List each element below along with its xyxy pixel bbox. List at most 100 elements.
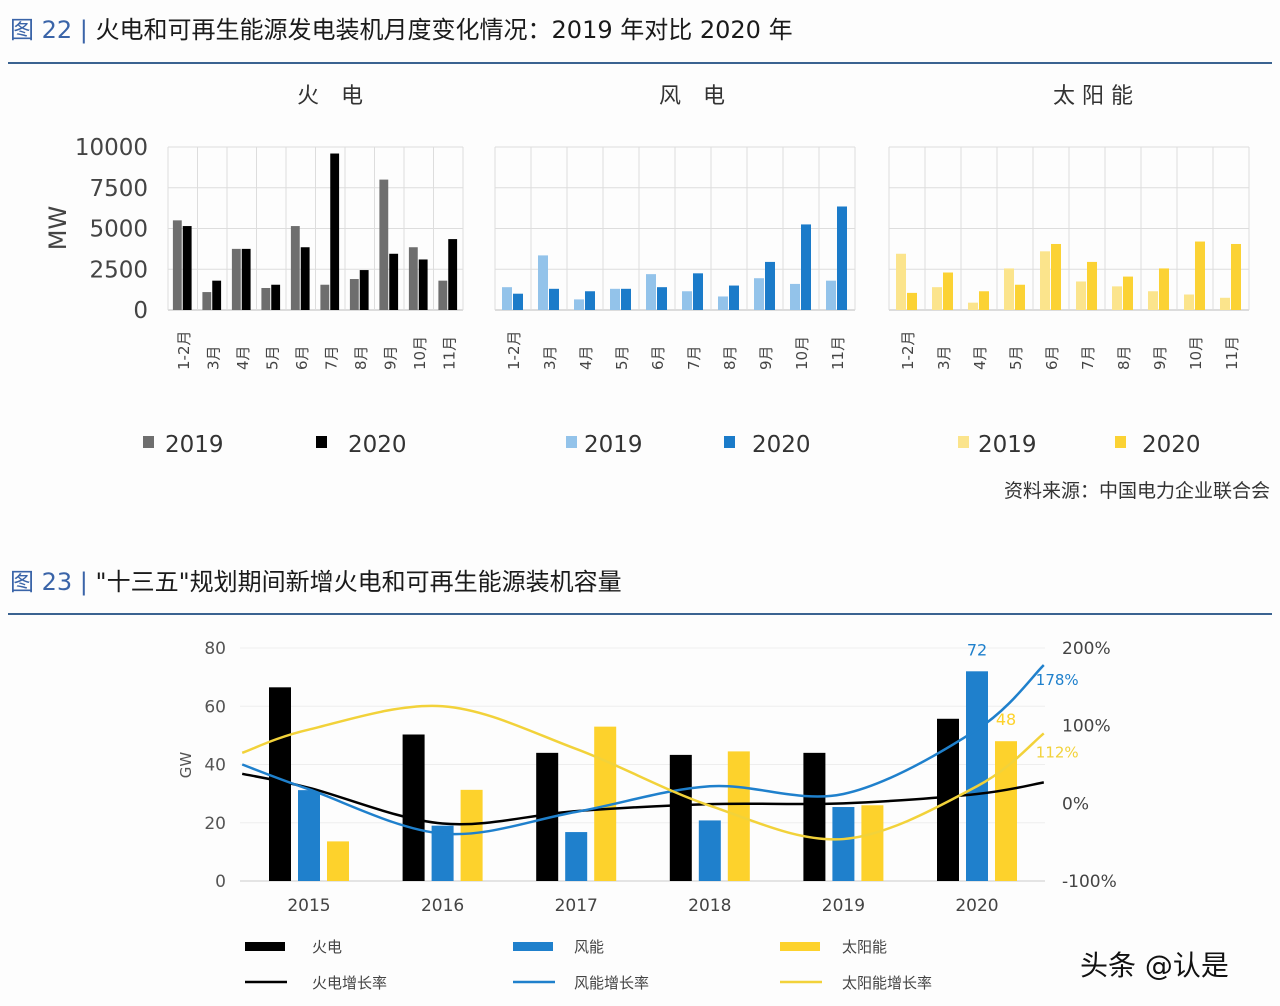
x-tick-label: 10月 — [411, 336, 429, 370]
y-tick-label: 0 — [133, 298, 148, 324]
bar-2019 — [968, 302, 978, 310]
bar-2019 — [790, 283, 800, 310]
panel-title: 太 阳 能 — [1053, 84, 1133, 109]
x-tick-label: 6月 — [293, 345, 311, 370]
bar-2019 — [502, 287, 512, 310]
x-tick-label: 10月 — [793, 336, 811, 370]
bar-2019 — [320, 284, 330, 310]
bar-2020 — [837, 206, 847, 310]
x-tick-label: 3月 — [935, 345, 953, 370]
x-tick-label: 11月 — [440, 336, 458, 370]
bar-2019 — [754, 278, 764, 310]
figure22-title: 图 22 | 火电和可再生能源发电装机月度变化情况：2019 年对比 2020 … — [10, 10, 793, 45]
bar-风能 — [431, 825, 454, 881]
bar-火电 — [269, 687, 291, 881]
x-tick-label: 2015 — [287, 896, 330, 916]
bar-2020 — [943, 272, 953, 310]
legend-label: 2020 — [1142, 432, 1201, 458]
bar-太阳能 — [594, 726, 617, 881]
x-tick-label: 5月 — [1007, 345, 1025, 370]
x-tick-label: 3月 — [541, 345, 559, 370]
y-tick-label: 5000 — [89, 217, 148, 243]
y2-tick-label: -100% — [1062, 872, 1117, 892]
legend-swatch-bar — [780, 942, 820, 951]
x-tick-label: 6月 — [1043, 345, 1061, 370]
x-tick-label: 8月 — [721, 345, 739, 370]
x-tick-label: 2017 — [555, 896, 598, 916]
bar-2020 — [1123, 276, 1133, 310]
bar-2020 — [907, 292, 917, 310]
bar-2019 — [538, 255, 548, 310]
y-tick-label: 20 — [204, 814, 226, 834]
x-tick-label: 11月 — [829, 336, 847, 370]
bar-2019 — [896, 253, 906, 310]
bar-2019 — [826, 280, 836, 310]
bar-2020 — [359, 270, 369, 310]
bar-太阳能 — [861, 805, 884, 881]
bar-2019 — [1220, 297, 1230, 310]
bar-2020 — [271, 284, 281, 310]
bar-2019 — [1076, 281, 1086, 310]
legend-swatch — [1115, 436, 1126, 448]
bar-2019 — [438, 280, 448, 310]
bar-2020 — [212, 280, 222, 310]
bar-2020 — [765, 261, 775, 310]
legend-label: 火电增长率 — [312, 974, 387, 992]
bar-火电 — [402, 734, 425, 881]
watermark: 头条 @认是 — [1080, 949, 1229, 982]
figure23-divider — [8, 613, 1272, 615]
bar-2019 — [290, 226, 300, 310]
x-tick-label: 2019 — [822, 896, 865, 916]
legend-swatch — [566, 436, 577, 448]
bar-2019 — [408, 247, 418, 310]
bar-2019 — [646, 274, 656, 310]
figure23-number: 图 23 | — [10, 568, 88, 596]
legend-label: 2019 — [978, 432, 1037, 458]
x-tick-label: 7月 — [1079, 345, 1097, 370]
bar-2020 — [1195, 241, 1205, 310]
bar-2020 — [448, 239, 458, 310]
bar-2019 — [1004, 268, 1014, 310]
legend-label: 2019 — [584, 432, 643, 458]
x-tick-label: 4月 — [234, 345, 252, 370]
legend-label: 2020 — [752, 432, 811, 458]
figure22-source: 资料来源：中国电力企业联合会 — [1003, 480, 1270, 502]
x-tick-label: 10月 — [1187, 336, 1205, 370]
bar-2019 — [231, 248, 241, 310]
line-data-label: 178% — [1036, 671, 1079, 689]
legend-swatch-bar — [245, 942, 285, 951]
y-tick-label: 80 — [204, 639, 226, 659]
bar-2019 — [1184, 294, 1194, 310]
bar-火电 — [669, 754, 692, 881]
legend-label: 2019 — [165, 432, 224, 458]
legend-label: 风能 — [574, 938, 604, 956]
bar-2020 — [801, 224, 811, 310]
legend-swatch — [316, 436, 327, 448]
bar-2019 — [574, 299, 584, 310]
legend-label: 火电 — [312, 938, 342, 956]
line-风能增长率 — [241, 664, 1045, 836]
bar-2020 — [621, 288, 631, 310]
y2-tick-label: 0% — [1062, 794, 1089, 814]
bar-2020 — [389, 253, 399, 310]
x-tick-label: 11月 — [1223, 336, 1241, 370]
bar-2020 — [1159, 268, 1169, 310]
bar-太阳能 — [995, 741, 1017, 881]
x-tick-label: 6月 — [649, 345, 667, 370]
y-tick-label: 40 — [204, 756, 226, 776]
y-tick-label: 2500 — [89, 257, 148, 283]
line-火电增长率 — [241, 772, 1045, 826]
x-tick-label: 1-2月 — [505, 331, 523, 371]
bar-2020 — [585, 291, 595, 310]
bar-2020 — [418, 259, 428, 310]
x-tick-label: 9月 — [381, 345, 399, 370]
bar-风能 — [832, 807, 855, 881]
y-tick-label: 10000 — [75, 135, 148, 161]
bar-2019 — [610, 288, 620, 310]
x-tick-label: 9月 — [757, 345, 775, 370]
bar-2019 — [172, 220, 182, 310]
bar-2019 — [379, 179, 389, 310]
bar-火电 — [803, 752, 826, 881]
x-tick-label: 4月 — [577, 345, 595, 370]
bar-2020 — [1231, 243, 1241, 310]
